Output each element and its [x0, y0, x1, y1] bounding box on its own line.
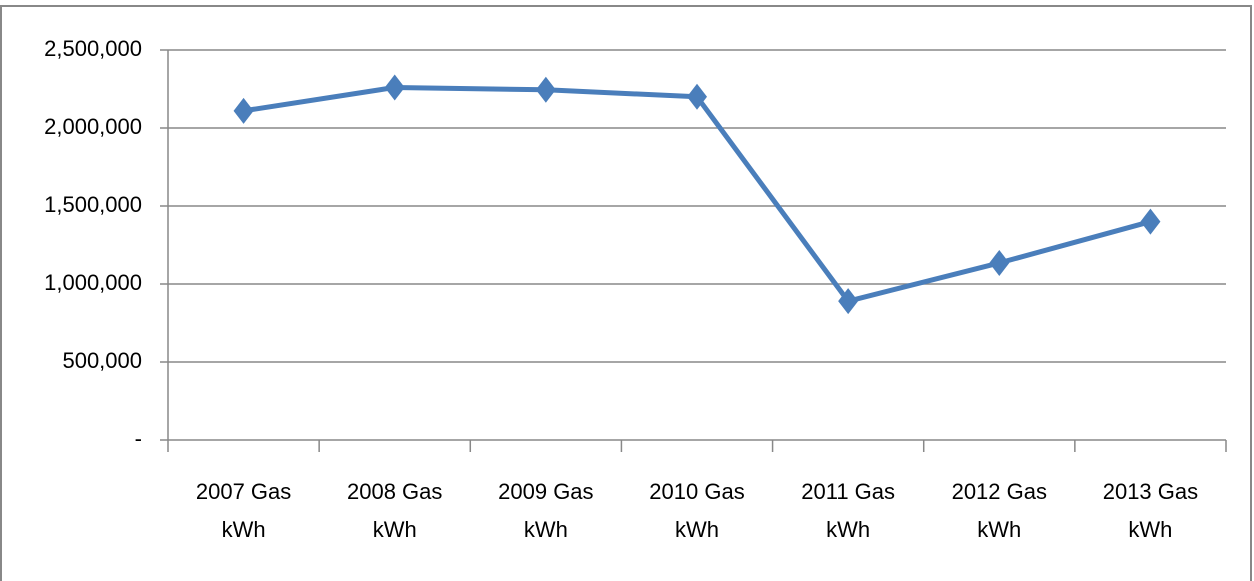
x-tick-label: 2008 Gas kWh [347, 479, 443, 542]
y-tick-label: - [135, 426, 142, 451]
marker [233, 97, 254, 124]
chart-border [0, 5, 1252, 581]
x-tick-label: 2010 Gas kWh [649, 479, 745, 542]
marker [989, 249, 1010, 276]
marker [1140, 208, 1161, 235]
marker [384, 74, 405, 101]
x-tick-label: 2009 Gas kWh [498, 479, 594, 542]
y-tick-label: 2,000,000 [44, 114, 142, 139]
x-tick-label: 2013 Gas kWh [1102, 479, 1199, 542]
marker [687, 83, 707, 110]
y-tick-label: 1,500,000 [44, 192, 142, 217]
x-tick-label: 2007 Gas kWh [195, 479, 292, 542]
marker [535, 76, 556, 103]
y-tick-label: 2,500,000 [44, 36, 142, 61]
y-tick-label: 500,000 [62, 348, 142, 373]
x-tick-label: 2012 Gas kWh [951, 479, 1047, 542]
x-tick-label: 2011 Gas kWh [801, 479, 896, 542]
y-tick-label: 1,000,000 [44, 270, 142, 295]
line [243, 84, 1152, 304]
marker [838, 288, 859, 315]
